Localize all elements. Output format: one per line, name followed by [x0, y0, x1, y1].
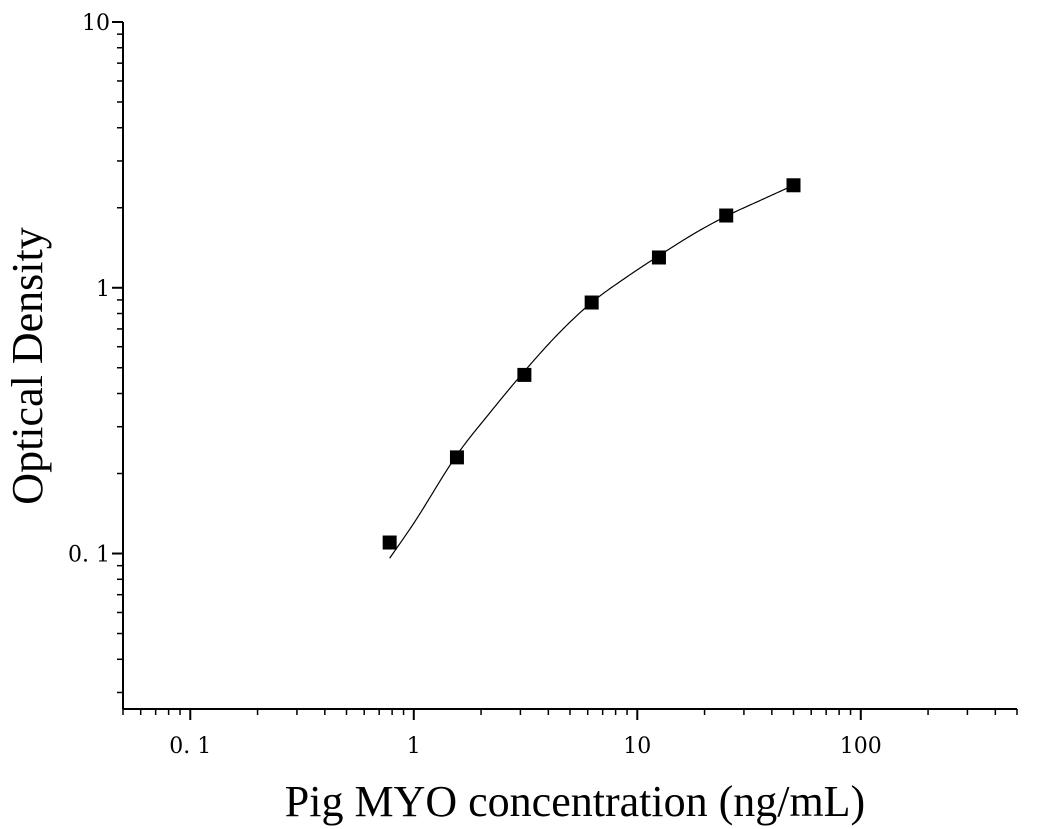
x-axis-title: Pig MYO concentration (ng/mL): [285, 777, 865, 826]
data-point: [786, 178, 801, 193]
y-tick-label: 0. 1: [68, 543, 110, 568]
y-axis-title: Optical Density: [3, 227, 52, 504]
x-minor-ticks: [122, 709, 1018, 715]
data-point: [517, 367, 532, 382]
data-point: [651, 250, 666, 265]
y-tick-labels: 0. 1 1 10: [68, 11, 110, 568]
x-tick-label: 0. 1: [169, 734, 211, 759]
fit-curve: [389, 184, 794, 559]
data-point: [382, 535, 397, 550]
data-point: [584, 295, 599, 310]
y-tick-label: 10: [82, 11, 110, 36]
x-tick-labels: 0. 1 1 10 100: [169, 734, 881, 759]
x-tick-label: 10: [623, 734, 651, 759]
data-point: [449, 450, 464, 465]
data-point: [719, 208, 734, 223]
x-tick-label: 1: [407, 734, 421, 759]
y-tick-label: 1: [96, 277, 110, 302]
x-major-ticks: [189, 709, 862, 720]
y-major-ticks: [112, 21, 123, 555]
x-tick-label: 100: [840, 734, 882, 759]
data-points: [382, 178, 801, 550]
